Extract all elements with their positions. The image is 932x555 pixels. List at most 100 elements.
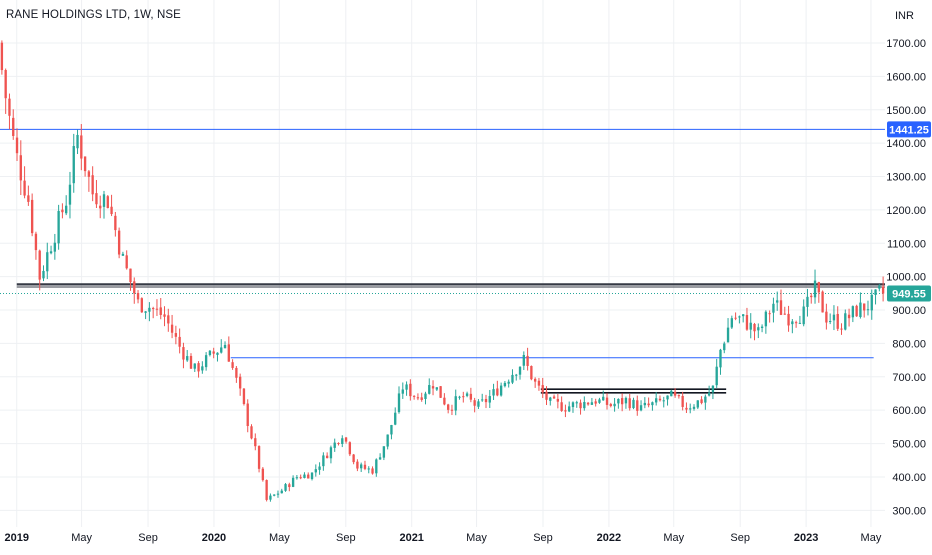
candle-body	[518, 366, 522, 375]
candle-body	[65, 205, 68, 214]
candle-body	[68, 184, 72, 205]
candle-body	[212, 351, 215, 354]
candle-body	[144, 311, 147, 313]
candle-body	[12, 117, 15, 136]
candle-body	[110, 206, 113, 215]
candle-body	[723, 343, 726, 351]
grid	[0, 0, 885, 527]
candle-body	[216, 352, 219, 355]
candle-body	[238, 376, 242, 389]
x-tick-label: May	[861, 532, 882, 544]
candle-body	[481, 399, 484, 401]
candle-body	[208, 350, 212, 355]
candle-body	[299, 477, 302, 479]
candle-body	[840, 328, 843, 330]
x-tick-label: Sep	[730, 532, 750, 544]
candle-body	[322, 455, 325, 467]
candle-body	[125, 255, 128, 269]
candle-body	[27, 195, 30, 202]
candle-body	[870, 294, 873, 311]
candle-body	[855, 305, 858, 317]
candle-body	[847, 314, 851, 319]
candle-body	[533, 378, 537, 382]
candle-body	[174, 333, 178, 337]
candle-body	[276, 493, 280, 495]
candle-body	[136, 293, 140, 300]
candle-body	[628, 398, 631, 409]
candle-body	[152, 308, 155, 310]
x-tick-label: 2019	[5, 532, 29, 544]
candle-body	[851, 306, 855, 318]
candle-body	[159, 307, 162, 315]
candle-body	[624, 397, 628, 404]
candle-body	[564, 410, 567, 412]
candle-body	[435, 387, 438, 390]
candle-body	[552, 396, 556, 399]
candle-body	[670, 390, 673, 397]
candle-body	[291, 477, 295, 487]
x-tick-label: 2022	[597, 532, 621, 544]
candle-body	[409, 383, 412, 397]
candle-body	[499, 385, 503, 396]
candle-body	[303, 474, 306, 478]
currency-label: INR	[895, 10, 914, 22]
candle-body	[99, 205, 102, 209]
candle-body	[386, 434, 389, 447]
candle-body	[439, 386, 442, 398]
y-tick-label: 600.00	[892, 405, 926, 417]
x-tick-label: Sep	[138, 532, 158, 544]
candle-body	[72, 146, 75, 184]
candle-body	[825, 311, 828, 323]
candle-body	[711, 385, 715, 393]
candle-body	[681, 395, 684, 407]
candle-body	[424, 393, 427, 400]
candle-body	[80, 135, 83, 159]
candle-body	[325, 455, 329, 459]
x-tick-label: May	[663, 532, 684, 544]
y-tick-label: 1700.00	[886, 38, 926, 50]
candle-body	[881, 286, 885, 294]
candle-body	[193, 363, 196, 369]
candle-body	[114, 215, 117, 231]
candle-body	[53, 242, 57, 252]
candle-body	[295, 477, 299, 479]
y-tick-label: 400.00	[892, 472, 926, 484]
x-tick-label: May	[466, 532, 487, 544]
candle-body	[484, 398, 488, 403]
candle-body	[420, 397, 423, 400]
candle-body	[254, 438, 257, 447]
candle-body	[462, 396, 465, 398]
candle-body	[579, 402, 582, 409]
candle-body	[189, 355, 193, 369]
candle-body	[163, 314, 166, 317]
candle-body	[590, 402, 594, 405]
candle-body	[522, 355, 525, 366]
candle-body	[182, 347, 185, 360]
candle-body	[352, 454, 355, 463]
x-tick-label: May	[269, 532, 290, 544]
candle-body	[288, 484, 291, 488]
candles	[0, 40, 885, 502]
x-tick-label: 2023	[794, 532, 818, 544]
candle-body	[700, 399, 703, 404]
candle-body	[730, 318, 733, 328]
candle-body	[791, 321, 794, 325]
candle-body	[15, 137, 19, 154]
candle-body	[356, 461, 359, 469]
candle-body	[530, 366, 533, 380]
candle-body	[416, 397, 420, 399]
candle-body	[280, 490, 283, 494]
candle-body	[832, 314, 836, 321]
candle-body	[594, 401, 597, 404]
candle-body	[556, 398, 560, 402]
candle-body	[560, 402, 563, 411]
level-price-label: 1441.25	[889, 124, 929, 136]
candle-body	[371, 468, 374, 474]
candle-body	[201, 366, 204, 371]
candle-body	[257, 446, 261, 469]
candle-body	[783, 313, 786, 315]
candle-body	[817, 282, 820, 293]
y-tick-label: 900.00	[892, 305, 926, 317]
